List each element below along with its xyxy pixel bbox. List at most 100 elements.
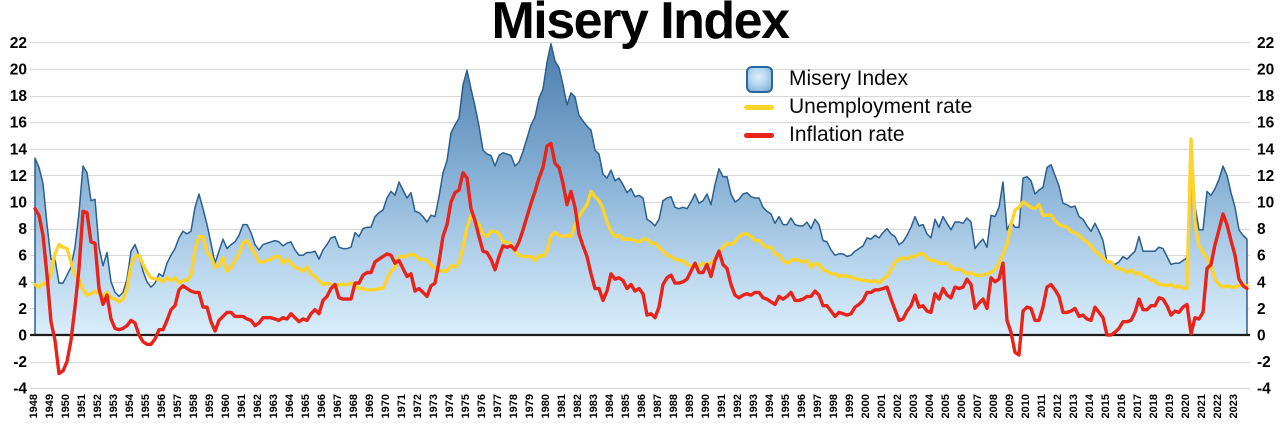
x-tick-label: 1992: [732, 394, 744, 418]
x-tick-label: 1958: [188, 394, 200, 418]
x-tick-label: 1996: [796, 394, 808, 418]
x-tick-label: 1951: [76, 394, 88, 418]
y-tick-label: 8: [1257, 221, 1266, 238]
y-tick-labels-right: -4 -2 0 2 4 6 8 10 12 14 16 18 20 22: [1257, 35, 1275, 398]
x-tick-label: 1971: [396, 394, 408, 418]
x-tick-label: 1970: [380, 394, 392, 418]
legend-swatch-col: [741, 65, 777, 93]
legend-label-unemployment-rate: Unemployment rate: [789, 95, 973, 118]
x-tick-label: 1956: [156, 394, 168, 418]
x-tick-label: 1955: [140, 394, 152, 418]
x-tick-label: 1984: [604, 393, 616, 418]
x-tick-label: 2007: [972, 394, 984, 418]
x-tick-label: 1989: [684, 394, 696, 418]
legend-item-inflation-rate: Inflation rate: [741, 122, 972, 148]
x-tick-label: 2006: [956, 394, 968, 418]
x-tick-label: 2008: [988, 394, 1000, 418]
x-tick-label: 1999: [844, 394, 856, 418]
x-tick-label: 1980: [540, 394, 552, 418]
inflation-line-swatch: [744, 132, 774, 138]
x-tick-label: 1968: [348, 394, 360, 418]
x-tick-label: 2022: [1212, 394, 1224, 418]
x-tick-label: 2018: [1148, 394, 1160, 418]
x-tick-label: 1982: [572, 394, 584, 418]
x-tick-label: 2020: [1180, 394, 1192, 418]
legend-swatch-col: [741, 104, 777, 110]
inflation-rate-line: [33, 141, 1249, 376]
y-tick-label: 16: [1257, 115, 1275, 132]
legend: Misery Index Unemployment rate Inflation…: [741, 65, 972, 148]
legend-swatch-col: [741, 132, 777, 138]
y-tick-labels-left: -4 -2 0 2 4 6 8 10 12 14 16 18 20 22: [10, 35, 28, 398]
x-tick-label: 1978: [508, 394, 520, 418]
x-tick-label: 2011: [1036, 394, 1048, 418]
x-tick-label: 2001: [876, 394, 888, 418]
x-tick-label: 1952: [92, 394, 104, 418]
x-tick-label: 1987: [652, 394, 664, 418]
y-tick-label: 6: [18, 248, 27, 265]
x-tick-labels: 1948 1949 1950 1951 1952 1953 1954 1955 1956 1957…: [28, 393, 1240, 418]
y-tick-label: 12: [10, 168, 27, 185]
y-tick-label: 20: [10, 62, 27, 79]
y-tick-label: 6: [1257, 248, 1266, 265]
y-tick-label: 12: [1257, 168, 1274, 185]
legend-label-misery-index: Misery Index: [789, 67, 909, 90]
x-tick-label: 2000: [860, 394, 872, 418]
y-tick-label: 2: [18, 301, 27, 318]
legend-label-inflation-rate: Inflation rate: [789, 123, 905, 146]
x-tick-label: 1948: [28, 394, 40, 418]
y-tick-label: 18: [1257, 88, 1275, 105]
x-tick-label: 2009: [1004, 394, 1016, 418]
x-tick-label: 1994: [764, 393, 776, 418]
unemployment-line-swatch: [744, 104, 774, 110]
x-tick-label: 2002: [892, 394, 904, 418]
x-tick-label: 1974: [444, 393, 456, 418]
legend-item-misery-index: Misery Index: [741, 65, 972, 93]
x-tick-label: 1962: [252, 394, 264, 418]
y-tick-label: 8: [18, 221, 27, 238]
x-tick-label: 2013: [1068, 394, 1080, 418]
y-tick-label: 0: [18, 328, 27, 345]
x-tick-label: 1973: [428, 394, 440, 418]
y-tick-label: 22: [1257, 35, 1274, 52]
x-tick-label: 1979: [524, 394, 536, 418]
x-tick-label: 1963: [268, 394, 280, 418]
legend-item-unemployment-rate: Unemployment rate: [741, 94, 972, 120]
x-tick-label: 1961: [236, 394, 248, 418]
x-tick-label: 1985: [620, 394, 632, 418]
x-tick-label: 1981: [556, 394, 568, 418]
x-tick-label: 1960: [220, 394, 232, 418]
x-tick-label: 2014: [1084, 393, 1096, 418]
x-tick-label: 2005: [940, 394, 952, 418]
x-tick-label: 1988: [668, 394, 680, 418]
x-tick-label: 1990: [700, 394, 712, 418]
x-tick-label: 1993: [748, 394, 760, 418]
x-tick-label: 2017: [1132, 394, 1144, 418]
y-tick-label: 22: [10, 35, 27, 52]
y-tick-label: 4: [18, 274, 27, 291]
y-tick-label: -4: [1257, 381, 1271, 398]
x-tick-label: 1991: [716, 394, 728, 418]
x-tick-label: 1983: [588, 394, 600, 418]
page-title: Misery Index: [491, 0, 790, 50]
x-tick-label: 1957: [172, 394, 184, 418]
x-tick-label: 1997: [812, 394, 824, 418]
y-tick-label: -4: [13, 381, 27, 398]
misery-area-swatch: [745, 65, 773, 93]
x-tick-label: 1966: [316, 394, 328, 418]
y-tick-label: 16: [10, 115, 28, 132]
y-tick-label: -2: [1257, 354, 1271, 371]
x-tick-label: 2019: [1164, 394, 1176, 418]
x-tick-label: 2004: [924, 393, 936, 418]
x-tick-label: 1969: [364, 394, 376, 418]
x-tick-label: 2012: [1052, 394, 1064, 418]
x-tick-label: 1967: [332, 394, 344, 418]
x-tick-label: 1976: [476, 394, 488, 418]
y-tick-label: 0: [1257, 328, 1266, 345]
x-tick-label: 1959: [204, 394, 216, 418]
x-tick-label: 1998: [828, 394, 840, 418]
x-tick-label: 1954: [124, 393, 136, 418]
x-tick-label: 2021: [1196, 394, 1208, 418]
x-tick-label: 1964: [284, 393, 296, 418]
